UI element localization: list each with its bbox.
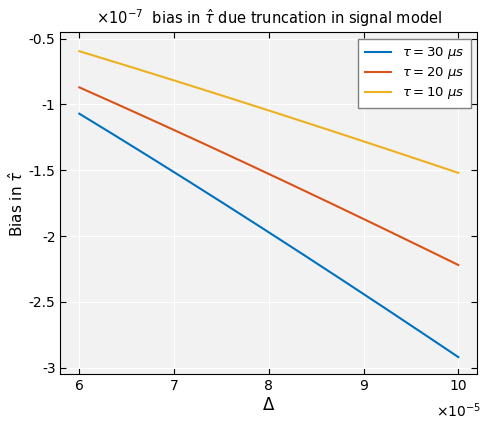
Y-axis label: Bias in $\hat{\tau}$: Bias in $\hat{\tau}$ <box>7 170 26 236</box>
Line: $\tau = 10\ \mu s$: $\tau = 10\ \mu s$ <box>80 51 458 173</box>
$\tau = 30\ \mu s$ <box>455 354 461 360</box>
$\tau = 10\ \mu s$ <box>455 170 461 176</box>
$\tau = 10\ \mu s$ <box>256 105 262 110</box>
$\tau = 20\ \mu s$ <box>447 258 452 263</box>
$\tau = 30\ \mu s$ <box>282 240 287 245</box>
$\tau = 20\ \mu s$ <box>259 168 264 173</box>
$\tau = 10\ \mu s$ <box>259 106 264 111</box>
Title: $\times10^{-7}$  bias in $\hat{\tau}$ due truncation in signal model: $\times10^{-7}$ bias in $\hat{\tau}$ due… <box>96 7 442 29</box>
$\tau = 20\ \mu s$ <box>302 188 308 193</box>
Text: $\times10^{-5}$: $\times10^{-5}$ <box>436 402 482 420</box>
$\tau = 30\ \mu s$ <box>256 224 262 229</box>
Line: $\tau = 20\ \mu s$: $\tau = 20\ \mu s$ <box>80 87 458 265</box>
$\tau = 30\ \mu s$ <box>77 111 82 116</box>
$\tau = 30\ \mu s$ <box>259 225 264 230</box>
$\tau = 10\ \mu s$ <box>302 120 308 125</box>
$\tau = 30\ \mu s$ <box>447 348 452 354</box>
$\tau = 30\ \mu s$ <box>387 309 393 314</box>
$\tau = 10\ \mu s$ <box>77 49 82 54</box>
$\tau = 10\ \mu s$ <box>447 167 452 173</box>
$\tau = 10\ \mu s$ <box>282 113 287 118</box>
X-axis label: $\Delta$: $\Delta$ <box>262 396 275 414</box>
$\tau = 20\ \mu s$ <box>387 229 393 234</box>
$\tau = 10\ \mu s$ <box>387 147 393 153</box>
$\tau = 20\ \mu s$ <box>256 167 262 172</box>
$\tau = 20\ \mu s$ <box>282 179 287 184</box>
$\tau = 20\ \mu s$ <box>77 85 82 90</box>
Line: $\tau = 30\ \mu s$: $\tau = 30\ \mu s$ <box>80 114 458 357</box>
$\tau = 30\ \mu s$ <box>302 253 308 258</box>
Legend: $\tau = 30\ \mu s$, $\tau = 20\ \mu s$, $\tau = 10\ \mu s$: $\tau = 30\ \mu s$, $\tau = 20\ \mu s$, … <box>358 39 471 108</box>
$\tau = 20\ \mu s$ <box>455 262 461 268</box>
